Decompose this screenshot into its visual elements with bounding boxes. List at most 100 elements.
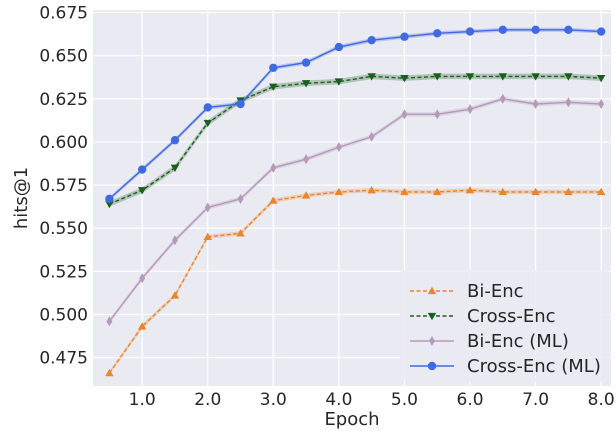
point-cross-enc: [400, 74, 409, 83]
point-bi-enc: [433, 187, 442, 196]
legend-label-bi-enc: Bi-Enc: [467, 281, 524, 302]
point-bi-enc: [203, 232, 212, 240]
point-bi-enc: [236, 229, 245, 237]
y-tick-label: 0.650: [39, 47, 88, 67]
x-tick-label: 7.0: [522, 390, 549, 410]
point-cross-enc: [269, 83, 278, 91]
point-cross-enc-ml: [498, 25, 508, 35]
legend-marker-cross-enc-ml: [427, 361, 437, 371]
point-bi-enc: [137, 322, 147, 330]
point-bi-enc-ml: [303, 154, 310, 165]
x-tick-label: 8.0: [588, 390, 615, 410]
point-cross-enc-ml: [596, 27, 606, 36]
point-cross-enc-ml: [137, 165, 147, 174]
x-tick-label: 4.0: [325, 390, 352, 410]
point-cross-enc-ml: [269, 63, 278, 72]
x-axis-label: Epoch: [324, 409, 379, 430]
point-cross-enc: [105, 200, 114, 209]
point-bi-enc-ml: [172, 235, 178, 246]
point-cross-enc: [137, 187, 147, 195]
x-tick-label: 3.0: [260, 390, 287, 410]
legend-marker-cross-enc: [427, 312, 437, 321]
series-lines: [108, 29, 602, 374]
band-bi-enc: [109, 188, 602, 376]
point-cross-enc: [301, 80, 311, 88]
point-cross-enc-ml: [105, 194, 114, 204]
point-bi-enc: [269, 196, 278, 204]
point-cross-enc-ml: [170, 136, 180, 145]
point-cross-enc: [596, 74, 606, 83]
point-cross-enc: [465, 73, 475, 81]
x-tick-label: 1.0: [129, 390, 156, 410]
point-cross-enc-ml: [531, 25, 540, 35]
point-bi-enc-ml: [401, 109, 408, 120]
point-cross-enc-ml: [236, 99, 245, 109]
point-cross-enc: [203, 119, 212, 128]
point-bi-enc: [531, 187, 540, 196]
point-bi-enc-ml: [237, 193, 244, 204]
point-cross-enc-ml: [465, 27, 475, 36]
point-bi-enc: [400, 187, 409, 196]
point-cross-enc-ml: [367, 35, 376, 45]
series-line-cross-enc: [109, 75, 602, 205]
point-bi-enc-ml: [467, 104, 473, 115]
point-bi-enc-ml: [139, 273, 146, 284]
x-tick-labels: 1.0 2.0 3.0 4.0 5.0 6.0 7.0 8.0: [129, 390, 615, 410]
legend-marker-bi-enc-ml: [429, 335, 435, 347]
point-cross-enc-ml: [203, 103, 212, 112]
point-cross-enc: [170, 164, 180, 173]
legend-label-bi-enc-ml: Bi-Enc (ML): [467, 331, 569, 352]
point-cross-enc-ml: [564, 25, 573, 35]
y-tick-label: 0.500: [39, 305, 88, 325]
y-axis-label: hits@1: [11, 167, 32, 229]
point-bi-enc-ml: [106, 316, 113, 327]
y-tick-label: 0.600: [39, 133, 88, 153]
point-bi-enc: [564, 187, 573, 196]
legend-marker-bi-enc: [427, 286, 437, 295]
point-cross-enc: [433, 73, 442, 81]
point-bi-enc: [367, 186, 376, 194]
point-bi-enc: [465, 186, 475, 194]
point-cross-enc: [334, 78, 344, 86]
point-bi-enc: [170, 291, 180, 299]
legend-label-cross-enc: Cross-Enc: [467, 306, 556, 327]
point-cross-enc-ml: [400, 32, 409, 41]
band-cross-enc: [109, 73, 602, 207]
point-cross-enc: [531, 73, 540, 81]
x-tick-label: 2.0: [194, 390, 221, 410]
point-cross-enc-ml: [433, 29, 442, 38]
point-bi-enc-ml: [532, 98, 539, 110]
legend-background: [400, 270, 610, 382]
point-cross-enc: [498, 73, 508, 81]
point-cross-enc-ml: [334, 42, 344, 52]
point-cross-enc: [564, 73, 573, 81]
point-bi-enc-ml: [499, 93, 506, 104]
point-bi-enc-ml: [204, 202, 211, 213]
legend-label-cross-enc-ml: Cross-Enc (ML): [467, 356, 601, 377]
point-bi-enc-ml: [565, 97, 572, 108]
y-tick-label: 0.575: [39, 176, 88, 196]
point-bi-enc: [334, 187, 344, 196]
point-bi-enc-ml: [434, 109, 441, 120]
x-tick-label: 5.0: [391, 390, 418, 410]
point-bi-enc: [596, 187, 606, 196]
series-line-cross-enc-ml: [108, 29, 602, 200]
point-cross-enc-ml: [301, 58, 311, 67]
point-bi-enc: [301, 191, 311, 199]
point-bi-enc-ml: [270, 162, 277, 173]
y-tick-label: 0.675: [39, 4, 88, 24]
y-tick-labels: 0.475 0.500 0.525 0.550 0.575 0.600 0.625 0.650…: [39, 4, 88, 369]
point-bi-enc-ml: [368, 131, 375, 142]
point-bi-enc: [498, 187, 508, 196]
legend: Bi-Enc Cross-Enc Bi-Enc (ML) Cross-Enc (ML): [400, 270, 610, 382]
y-tick-label: 0.550: [39, 219, 88, 239]
y-tick-label: 0.475: [39, 349, 88, 369]
point-bi-enc: [105, 368, 114, 377]
point-bi-enc-ml: [598, 98, 605, 110]
point-cross-enc: [367, 73, 376, 81]
y-tick-label: 0.625: [39, 90, 88, 110]
x-tick-label: 6.0: [457, 390, 484, 410]
y-tick-label: 0.525: [39, 262, 88, 282]
